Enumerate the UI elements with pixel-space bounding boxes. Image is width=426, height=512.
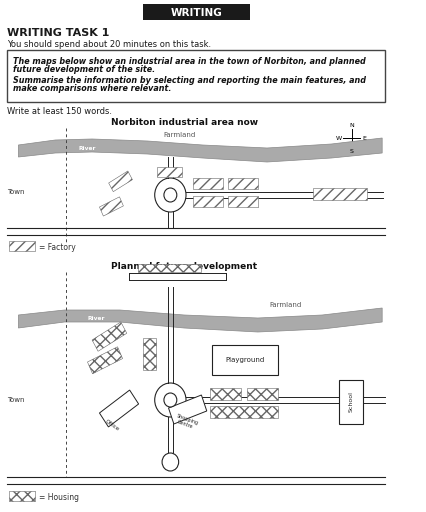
Polygon shape [18, 308, 382, 332]
Text: Planned future development: Planned future development [111, 262, 257, 271]
Text: Playground: Playground [225, 357, 265, 363]
Bar [193, 178, 223, 189]
Text: S: S [350, 149, 354, 154]
Text: = Housing: = Housing [39, 493, 79, 501]
Text: Town: Town [7, 189, 25, 195]
Bar [7, 50, 385, 102]
Text: Farmland: Farmland [269, 302, 302, 308]
Bar [210, 388, 241, 400]
Text: Norbiton industrial area now: Norbiton industrial area now [111, 118, 258, 127]
Text: WRITING: WRITING [170, 8, 222, 18]
Bar [143, 338, 155, 370]
Bar [210, 406, 278, 418]
Bar [313, 188, 366, 200]
Text: The maps below show an industrial area in the town of Norbiton, and planned: The maps below show an industrial area i… [13, 57, 366, 66]
Text: future development of the site.: future development of the site. [13, 65, 155, 74]
Bar [339, 380, 363, 424]
Bar [9, 241, 35, 251]
Text: River: River [79, 145, 96, 151]
Text: make comparisons where relevant.: make comparisons where relevant. [13, 84, 171, 93]
Circle shape [164, 188, 177, 202]
Text: Town: Town [7, 397, 25, 403]
Bar [109, 171, 132, 191]
Text: Summarise the information by selecting and reporting the main features, and: Summarise the information by selecting a… [13, 76, 366, 85]
Circle shape [162, 453, 178, 471]
Text: E: E [362, 136, 366, 140]
Circle shape [164, 393, 177, 407]
Text: You should spend about 20 minutes on this task.: You should spend about 20 minutes on thi… [7, 40, 211, 49]
Bar [212, 345, 278, 375]
Polygon shape [18, 138, 382, 162]
Text: Shopping
Centre: Shopping Centre [173, 413, 199, 431]
Text: Write at least 150 words.: Write at least 150 words. [7, 107, 112, 116]
Text: Office: Office [104, 418, 121, 432]
Bar [156, 167, 182, 177]
Bar [87, 347, 123, 374]
Bar [92, 322, 127, 351]
Text: School: School [348, 392, 353, 413]
Bar [228, 196, 258, 207]
Bar [99, 390, 138, 427]
Bar [99, 197, 124, 216]
Bar [193, 196, 223, 207]
Text: River: River [88, 316, 106, 322]
Text: W: W [336, 136, 342, 140]
Text: WRITING TASK 1: WRITING TASK 1 [7, 28, 110, 38]
Bar [169, 395, 207, 424]
Bar [247, 388, 278, 400]
Text: N: N [349, 123, 354, 128]
Bar [138, 264, 201, 272]
Bar [9, 491, 35, 501]
Bar [143, 4, 250, 20]
Text: Farmland: Farmland [164, 132, 196, 138]
Text: = Factory: = Factory [39, 243, 75, 251]
Bar [228, 178, 258, 189]
